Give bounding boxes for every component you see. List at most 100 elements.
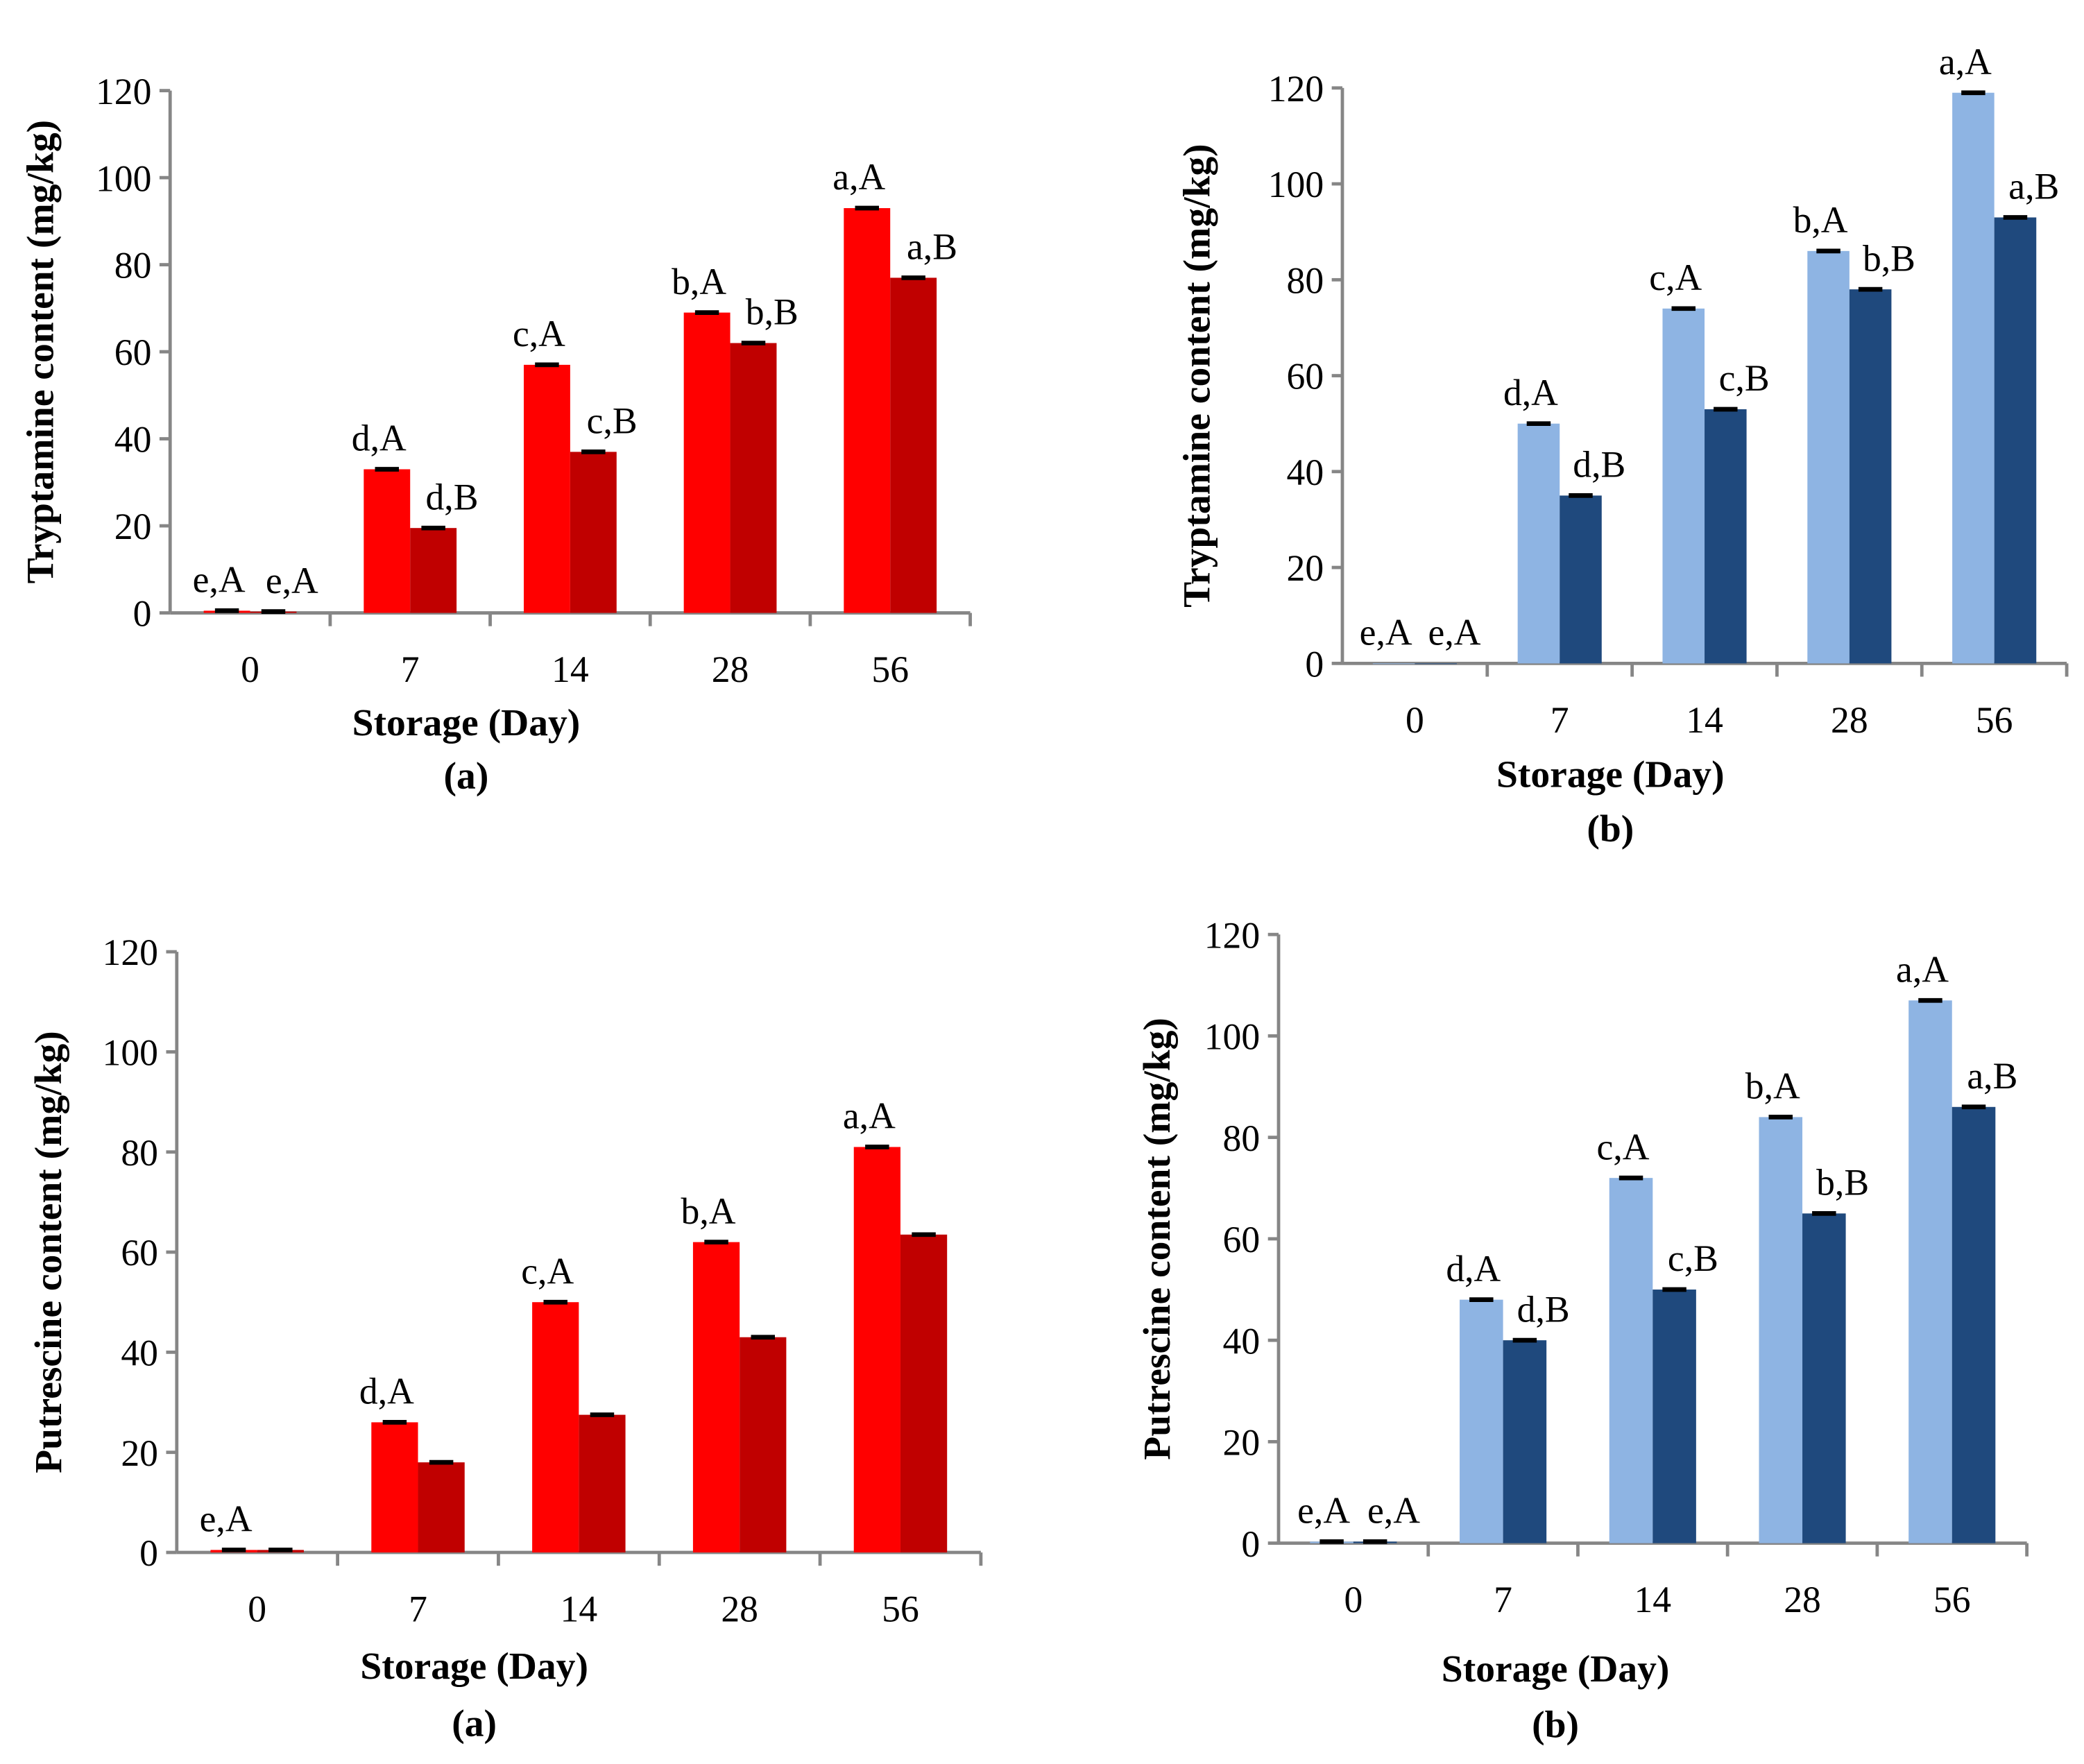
- y-tick-label: 0: [139, 1532, 158, 1574]
- y-tick-label: 20: [121, 1432, 158, 1474]
- bar-series-1-day-14: [1609, 1178, 1653, 1543]
- bar-series-2-day-56: [890, 277, 937, 613]
- significance-label: d,A: [352, 418, 407, 459]
- significance-label: e,A: [200, 1498, 253, 1540]
- y-tick-label: 100: [103, 1032, 158, 1074]
- x-axis-title: Storage (Day): [1496, 753, 1725, 796]
- y-tick-label: 120: [103, 932, 158, 973]
- y-tick-label: 20: [114, 506, 152, 547]
- bar-series-2-day-7: [418, 1462, 465, 1553]
- y-tick-label: 60: [1223, 1219, 1261, 1260]
- significance-label: c,A: [1597, 1126, 1650, 1167]
- bar-series-2-day-28: [1849, 289, 1892, 664]
- y-tick-label: 100: [1204, 1016, 1260, 1058]
- bar-series-1-day-28: [692, 1242, 740, 1553]
- y-tick-label: 120: [96, 71, 151, 112]
- significance-label: b,B: [1863, 237, 1915, 279]
- y-tick-label: 40: [1287, 452, 1324, 493]
- y-tick-label: 80: [114, 245, 152, 286]
- x-tick-label: 56: [871, 649, 909, 690]
- bar-series-1-day-56: [853, 1147, 900, 1553]
- panel-caption: (b): [1532, 1703, 1579, 1746]
- bar-series-2-day-56: [1994, 217, 2037, 664]
- bar-series-1-day-28: [683, 312, 731, 613]
- x-axis-title: Storage (Day): [1442, 1647, 1670, 1690]
- x-axis-title: Storage (Day): [360, 1645, 588, 1688]
- significance-label: b,A: [1745, 1065, 1800, 1107]
- significance-label: c,A: [1649, 257, 1702, 298]
- bar-series-2-day-14: [1652, 1290, 1696, 1543]
- y-tick-label: 80: [1223, 1118, 1261, 1159]
- significance-label: a,A: [1939, 41, 1992, 83]
- significance-label: b,A: [681, 1190, 736, 1232]
- y-tick-label: 80: [1287, 259, 1324, 301]
- bar-series-1-day-28: [1807, 250, 1850, 664]
- significance-label: a,B: [2008, 166, 2059, 207]
- significance-label: d,A: [359, 1371, 414, 1412]
- x-tick-label: 28: [712, 649, 749, 690]
- significance-label: c,A: [521, 1250, 574, 1292]
- significance-label: c,B: [1719, 357, 1770, 399]
- significance-label: a,B: [1967, 1055, 2017, 1097]
- significance-label: a,A: [832, 156, 885, 198]
- significance-label: c,B: [587, 400, 638, 442]
- x-tick-label: 7: [401, 649, 420, 690]
- bar-series-1-day-0: [1372, 663, 1415, 665]
- significance-label: d,A: [1446, 1248, 1501, 1290]
- x-tick-label: 7: [409, 1589, 427, 1630]
- bar-series-1-day-14: [523, 364, 570, 613]
- bar-series-2-day-0: [1415, 663, 1457, 665]
- significance-label: b,B: [746, 291, 798, 333]
- significance-label: b,A: [1793, 199, 1848, 241]
- bar-series-1-day-14: [532, 1302, 579, 1553]
- significance-label: d,B: [1517, 1288, 1570, 1330]
- bar-series-2-day-56: [900, 1234, 948, 1553]
- bar-series-1-day-56: [1908, 1000, 1952, 1543]
- y-tick-label: 100: [1268, 164, 1324, 205]
- x-tick-label: 0: [1344, 1579, 1363, 1620]
- significance-label: c,A: [513, 313, 565, 354]
- tryptamine-chart-b: 0 20 40 60 80 100 120 0 e,A e,A 7 d,A d,B 14 c,A c,B 28 b…: [1175, 41, 2069, 850]
- y-tick-label: 120: [1268, 68, 1324, 110]
- bar-series-2-day-28: [730, 343, 777, 613]
- x-tick-label: 0: [248, 1589, 266, 1630]
- significance-label: a,A: [843, 1095, 896, 1137]
- x-tick-label: 14: [1634, 1579, 1672, 1620]
- y-axis-title: Putrescine content (mg/kg): [1136, 1018, 1179, 1460]
- x-tick-label: 28: [1784, 1579, 1821, 1620]
- y-axis-title: Tryptamine content (mg/kg): [1175, 144, 1218, 608]
- significance-label: e,A: [1360, 612, 1412, 653]
- panel-caption: (a): [444, 754, 489, 797]
- significance-label: e,A: [1428, 612, 1481, 653]
- bar-series-2-day-7: [1560, 495, 1602, 664]
- bar-series-2-day-28: [1802, 1213, 1846, 1543]
- significance-label: a,B: [907, 226, 957, 268]
- panel-caption: (a): [452, 1702, 497, 1745]
- tryptamine-chart-a: 0 20 40 60 80 100 120 0 e,A e,A 7 d,A d,B 14 c,A c,B 28 b…: [19, 71, 972, 797]
- putrescine-chart-a: 0 20 40 60 80 100 120 0 e,A 7 d,A 14 c,A 28 b,A 56 a,A Pu…: [27, 932, 983, 1745]
- bar-series-2-day-56: [1951, 1106, 1996, 1543]
- y-tick-label: 0: [1305, 644, 1324, 685]
- bar-series-2-day-14: [579, 1414, 626, 1553]
- panel-caption: (b): [1587, 807, 1634, 850]
- x-tick-label: 14: [552, 649, 589, 690]
- bar-series-1-day-7: [371, 1422, 418, 1553]
- y-tick-label: 60: [114, 332, 152, 373]
- y-tick-label: 20: [1223, 1422, 1261, 1464]
- putrescine-chart-b: 0 20 40 60 80 100 120 0 e,A e,A 7 d,A d,B 14 c,A c,B 28 b…: [1136, 914, 2029, 1746]
- bar-series-2-day-7: [410, 528, 457, 613]
- y-axis-title: Tryptamine content (mg/kg): [19, 120, 62, 584]
- x-axis-title: Storage (Day): [352, 701, 581, 744]
- x-tick-label: 7: [1551, 699, 1569, 741]
- significance-label: e,A: [193, 559, 246, 601]
- x-tick-label: 7: [1494, 1579, 1512, 1620]
- y-tick-label: 60: [1287, 356, 1324, 397]
- significance-label: e,A: [1297, 1490, 1350, 1532]
- significance-label: c,B: [1668, 1238, 1718, 1279]
- significance-label: b,B: [1816, 1162, 1869, 1204]
- significance-label: a,A: [1896, 948, 1949, 990]
- y-tick-label: 20: [1287, 547, 1324, 589]
- bar-series-1-day-14: [1662, 308, 1705, 664]
- bar-series-1-day-28: [1759, 1117, 1803, 1543]
